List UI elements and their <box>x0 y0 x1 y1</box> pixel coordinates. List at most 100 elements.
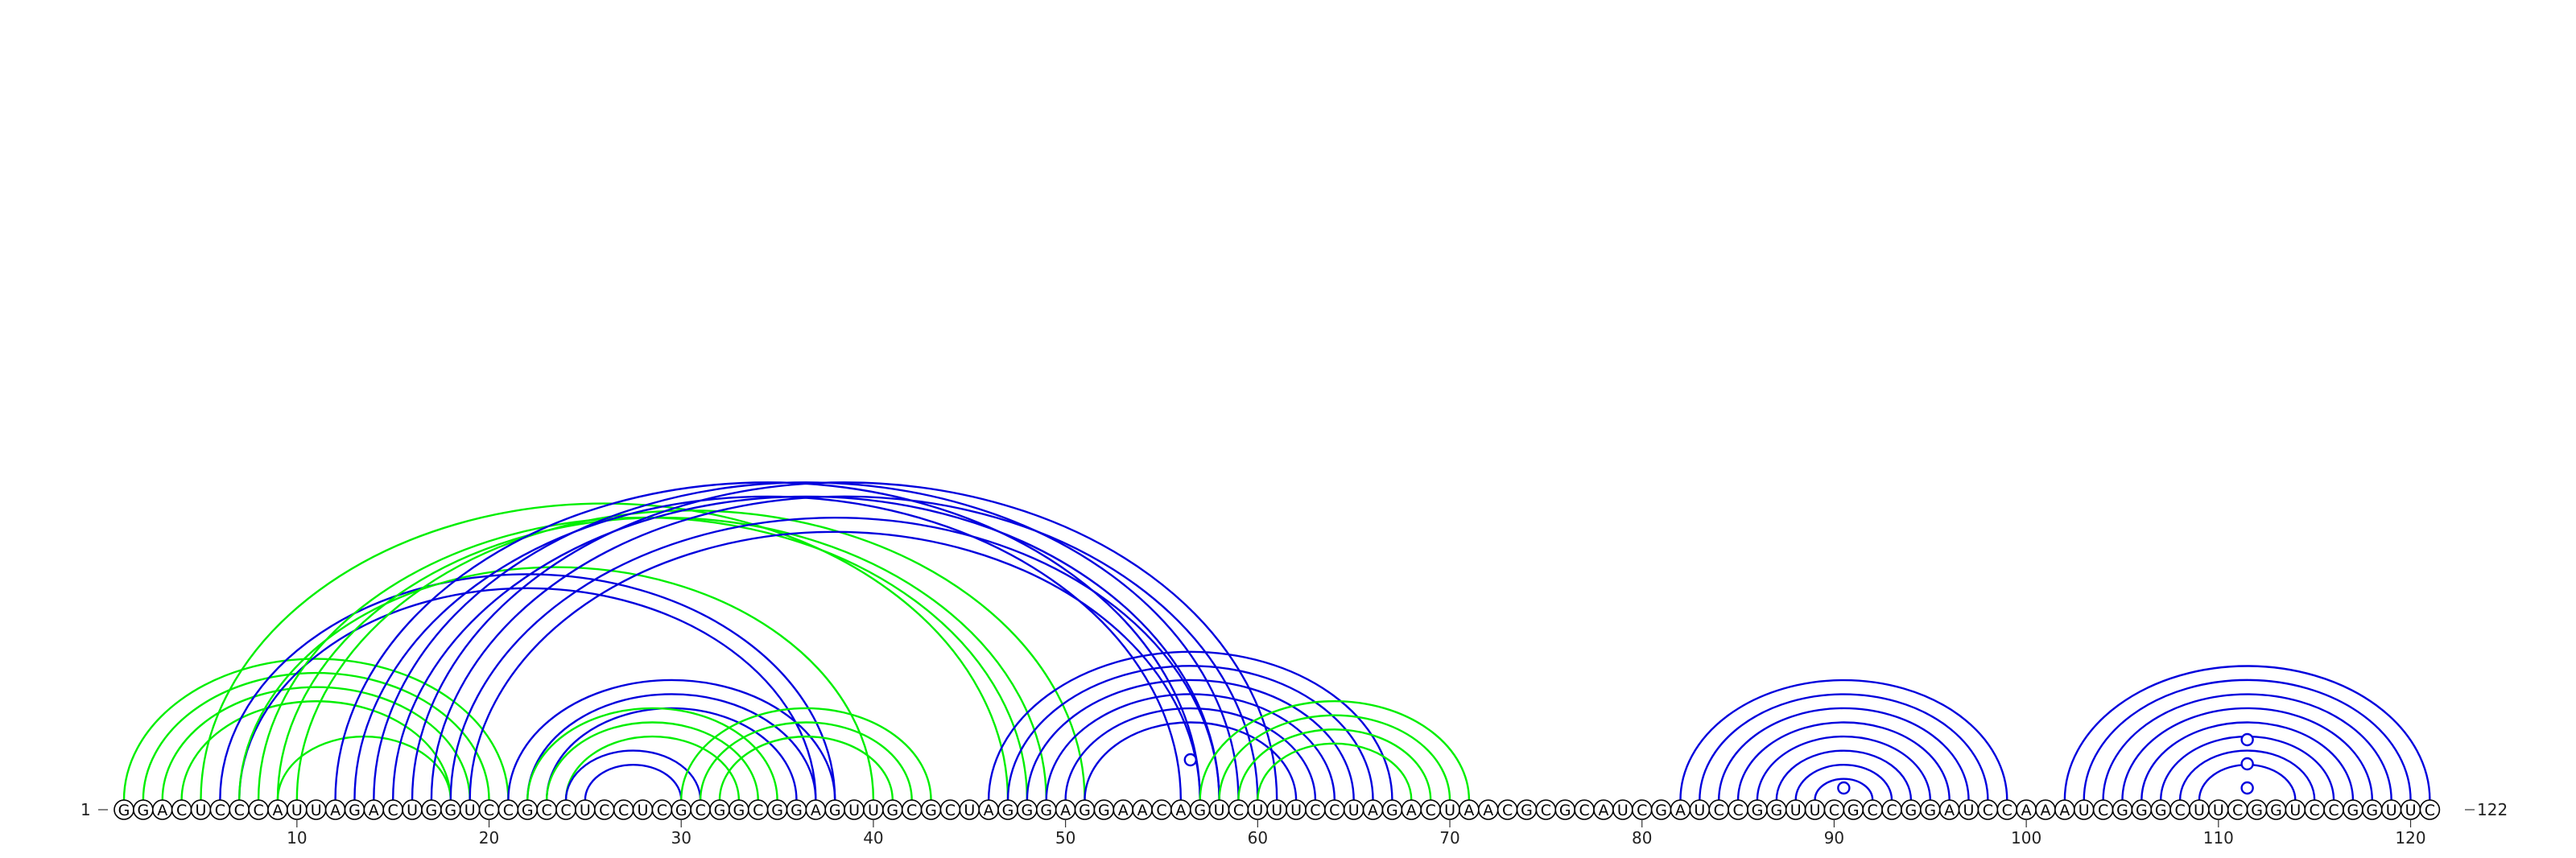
nucleotide-65: U <box>1343 799 1364 820</box>
arc-108-115 <box>2178 749 2316 801</box>
arc-60-68 <box>1257 742 1413 801</box>
nucleotide-letter: G <box>1079 802 1091 819</box>
nucleotide-letter: C <box>1886 802 1897 819</box>
nucleotide-75: C <box>1535 799 1557 820</box>
tick-label-100: 100 <box>2011 828 2041 848</box>
arc-57-71 <box>1199 700 1471 801</box>
nucleotide-letter: U <box>1617 802 1629 819</box>
nucleotide-121: C <box>2419 799 2441 820</box>
nucleotide-45: U <box>959 799 980 820</box>
nucleotide-84: C <box>1708 799 1730 820</box>
nucleotide-letter: C <box>484 802 494 819</box>
arc-46-67 <box>987 650 1393 801</box>
nucleotide-100: A <box>2016 799 2037 820</box>
arc-23-34 <box>545 721 759 801</box>
arc-104-119 <box>2102 693 2392 801</box>
nucleotide-117: G <box>2343 799 2363 820</box>
arc-18-58 <box>449 516 1220 801</box>
arc-50-63 <box>1064 707 1317 801</box>
nucleotide-55: C <box>1151 799 1172 820</box>
nucleotide-letter: C <box>1310 802 1320 819</box>
nucleotide-letter: G <box>733 802 745 819</box>
arcs-layer <box>122 481 2431 801</box>
arc-22-35 <box>526 707 778 801</box>
nucleotide-8: C <box>248 799 269 820</box>
nucleotide-41: G <box>882 799 903 820</box>
nucleotide-3: A <box>151 799 173 820</box>
nucleotide-letter: G <box>886 802 898 819</box>
nucleotide-98: C <box>1977 799 1999 820</box>
nucleotide-71: A <box>1459 799 1480 820</box>
nucleotide-letter: G <box>138 802 150 819</box>
arc-31-42 <box>699 721 913 801</box>
position-ticks: 10 20 30 40 50 60 70 80 90 100 110 120 <box>287 819 2426 848</box>
nucleotide-99: C <box>1996 799 2018 820</box>
nucleotide-letter: G <box>1022 802 1034 819</box>
nucleotide-29: C <box>651 799 673 820</box>
nucleotide-letter: G <box>522 802 534 819</box>
nucleotide-86: G <box>1747 799 1768 820</box>
arc-14-59 <box>373 481 1240 801</box>
nucleotide-letter: A <box>1598 802 1608 819</box>
nucleotide-letter: U <box>2386 802 2397 819</box>
arc-21-38 <box>507 679 836 801</box>
arc-3-19 <box>161 686 471 801</box>
nucleotide-50: A <box>1055 799 1076 820</box>
nucleotide-31: C <box>690 799 711 820</box>
arc-86-95 <box>1756 735 1931 801</box>
nucleotide-38: G <box>824 799 845 820</box>
nucleotide-34: C <box>747 799 769 820</box>
nucleotide-112: G <box>2246 799 2268 820</box>
arc-105-118 <box>2121 707 2373 801</box>
nucleotide-letter: C <box>541 802 551 819</box>
nucleotide-91: G <box>1843 799 1864 820</box>
nucleotide-40: U <box>863 799 884 820</box>
nucleotide-letter: A <box>330 802 341 819</box>
nucleotide-27: C <box>613 799 634 820</box>
nucleotide-letter: G <box>925 802 937 819</box>
arc-5-47 <box>200 502 1009 801</box>
nucleotide-letter: G <box>1924 802 1936 819</box>
nucleotide-letter: A <box>1137 802 1148 819</box>
arc-51-62 <box>1084 721 1298 801</box>
nucleotide-letter: G <box>771 802 783 819</box>
nucleotide-74: G <box>1516 799 1538 820</box>
nucleotide-letter: C <box>1983 802 1993 819</box>
nucleotide-42: C <box>901 799 923 820</box>
nucleotide-52: G <box>1093 799 1115 820</box>
nucleotide-letter: U <box>868 802 879 819</box>
nucleotide-62: U <box>1286 799 1307 820</box>
nucleotide-letter: G <box>1098 802 1110 819</box>
nucleotide-letter: U <box>1252 802 1263 819</box>
nucleotide-93: C <box>1881 799 1902 820</box>
nucleotide-letter: A <box>272 802 283 819</box>
nucleotide-letter: G <box>1770 802 1782 819</box>
tick-label-50: 50 <box>1055 828 1075 848</box>
nucleotide-80: C <box>1631 799 1653 820</box>
nucleotide-letter: C <box>215 802 225 819</box>
nucleotide-letter: U <box>1271 802 1282 819</box>
arc-103-120 <box>2083 679 2412 801</box>
tick-label-30: 30 <box>671 828 691 848</box>
nucleotide-letter: C <box>2174 802 2185 819</box>
nucleotide-letter: G <box>2155 802 2167 819</box>
nucleotide-letter: A <box>1944 802 1955 819</box>
arc-59-69 <box>1237 728 1432 801</box>
nucleotide-106: G <box>2131 799 2153 820</box>
nucleotide-11: U <box>305 799 327 820</box>
nucleotide-2: G <box>133 799 154 820</box>
nucleotide-letter: C <box>1868 802 1878 819</box>
nucleotide-letter: C <box>657 802 667 819</box>
nucleotide-95: G <box>1919 799 1941 820</box>
nucleotide-83: U <box>1689 799 1711 820</box>
nucleotide-letter: C <box>1541 802 1551 819</box>
nucleotide-letter: G <box>1386 802 1398 819</box>
nucleotide-letter: C <box>618 802 629 819</box>
nucleotide-letter: U <box>580 802 591 819</box>
nucleotide-letter: U <box>1214 802 1225 819</box>
arc-16-61 <box>411 481 1278 801</box>
nucleotide-circle <box>2419 799 2441 820</box>
nucleotide-18: G <box>440 799 461 820</box>
arc-marker-2 <box>2240 732 2254 747</box>
